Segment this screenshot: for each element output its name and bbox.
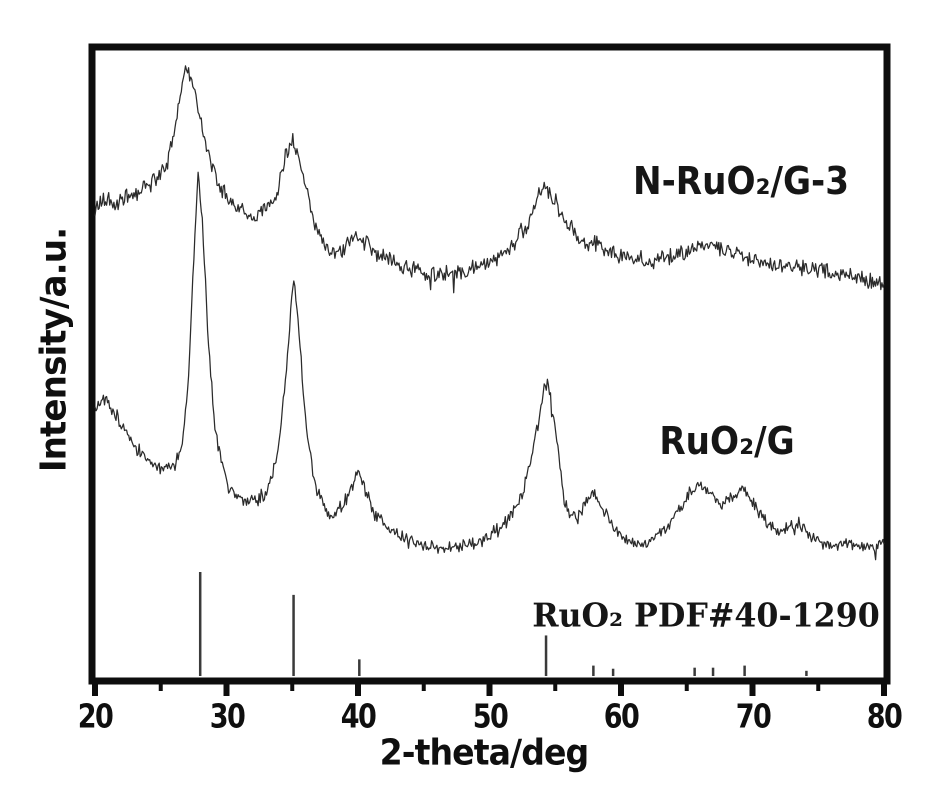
series-label-n-ruo2-g-3: N-RuO₂/G-3 (632, 159, 850, 203)
x-axis-label: 2-theta/deg (379, 732, 590, 774)
series-label-ruo2-g: RuO₂/G (659, 419, 795, 463)
x-tick-label: 40 (340, 696, 377, 736)
x-tick-label: 60 (603, 696, 640, 736)
x-tick-label: 50 (472, 696, 508, 736)
x-tick-label: 70 (735, 696, 771, 736)
y-axis-label: Intensity/a.u. (33, 227, 75, 473)
x-tick-label: 30 (209, 696, 245, 736)
x-tick-label: 20 (77, 696, 114, 736)
series-label-ruo2-pdf-40-1290: RuO₂ PDF#40-1290 (532, 595, 880, 635)
x-tick-label: 80 (866, 696, 903, 736)
trace-1 (94, 171, 885, 561)
plot-frame (88, 43, 891, 685)
trace-0 (94, 65, 885, 294)
